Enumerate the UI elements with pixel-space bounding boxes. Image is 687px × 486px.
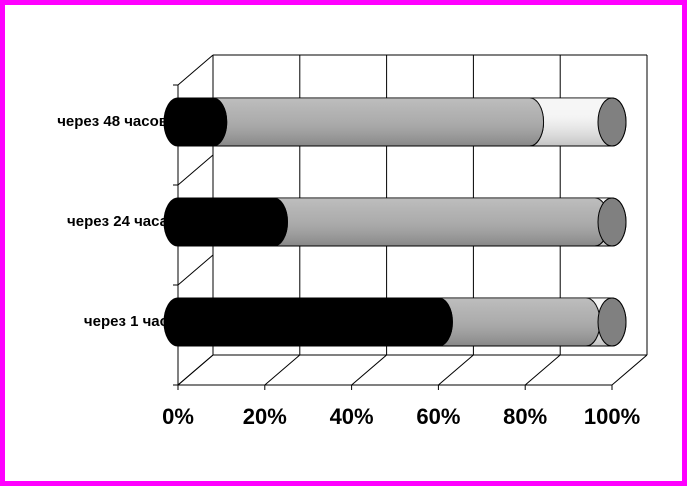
x-tick-label: 20% <box>243 404 287 429</box>
grid-line <box>524 354 561 386</box>
wall-divider <box>177 254 214 286</box>
bar-shading <box>212 98 544 146</box>
bar-group <box>163 297 627 347</box>
grid-line <box>264 354 301 386</box>
x-tick-label: 40% <box>330 404 374 429</box>
wall-divider <box>177 54 214 86</box>
x-tick-label: 0% <box>162 404 194 429</box>
grid-line <box>351 354 387 386</box>
bar-group <box>163 97 627 147</box>
grid-line <box>177 354 214 386</box>
grid-line <box>438 354 474 386</box>
bar-group <box>163 197 627 247</box>
x-tick-label: 60% <box>416 404 460 429</box>
x-tick-label: 100% <box>584 404 640 429</box>
bar-cap <box>597 297 627 347</box>
grid-line <box>611 354 648 386</box>
x-tick-label: 80% <box>503 404 547 429</box>
category-label: через 48 часов <box>57 113 168 130</box>
bar-shading <box>273 198 609 246</box>
bar-segment <box>163 197 288 247</box>
bar-segment <box>163 97 228 147</box>
bar-cap <box>597 197 627 247</box>
category-label: через 1 час <box>84 313 168 330</box>
bar-shading <box>438 298 600 346</box>
category-label: через 24 часа <box>67 213 169 230</box>
bar-segment <box>163 297 453 347</box>
wall-divider <box>177 154 214 186</box>
bar-cap <box>597 97 627 147</box>
